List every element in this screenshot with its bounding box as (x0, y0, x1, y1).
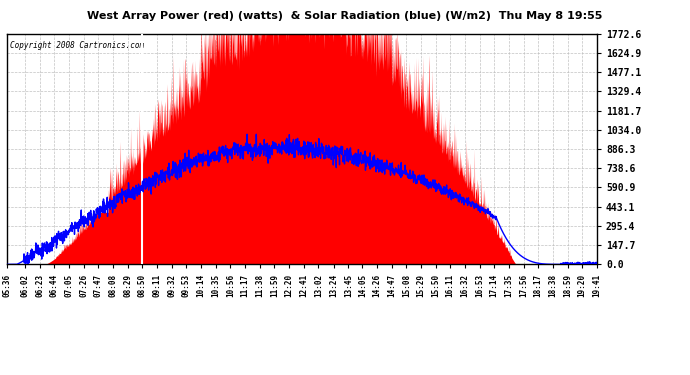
Text: West Array Power (red) (watts)  & Solar Radiation (blue) (W/m2)  Thu May 8 19:55: West Array Power (red) (watts) & Solar R… (88, 11, 602, 21)
Text: Copyright 2008 Cartronics.com: Copyright 2008 Cartronics.com (10, 40, 144, 50)
